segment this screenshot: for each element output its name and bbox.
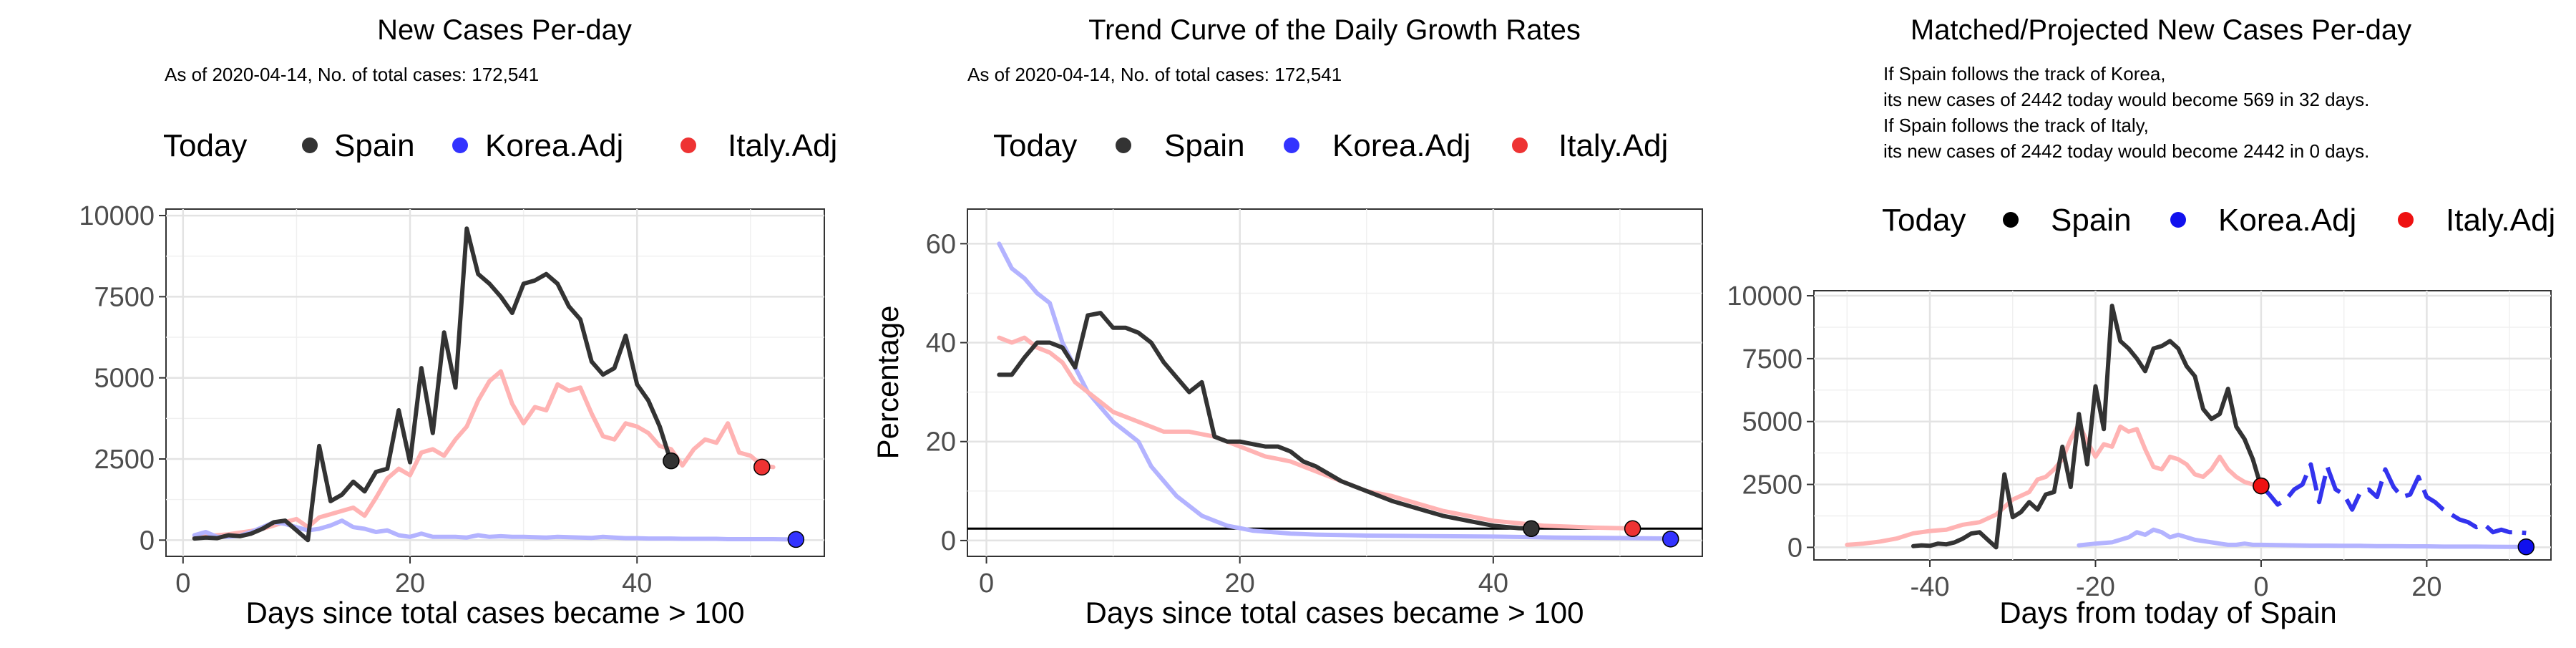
today-point-korea-adj [1662, 531, 1679, 548]
today-points [663, 452, 805, 548]
y-tick-label: 2500 [1742, 470, 1802, 500]
today-point-italy-adj [753, 458, 771, 476]
legend-title: Today [1882, 203, 1966, 238]
x-tick-label: -20 [2076, 572, 2115, 602]
chart-new-cases-per-day: New Cases Per-day As of 2020-04-14, No. … [79, 14, 837, 629]
series-line-italy-adj [997, 335, 1635, 531]
y-tick-label: 7500 [94, 282, 155, 312]
legend-label-korea: Korea.Adj [1332, 128, 1470, 163]
x-tick-label: 40 [1478, 569, 1508, 599]
legend-label-italy: Italy.Adj [2446, 203, 2555, 238]
legend-marker-spain [1116, 137, 1131, 153]
series-line-spain [192, 226, 673, 543]
chart-matched-projected: Matched/Projected New Cases Per-day If S… [1727, 14, 2555, 629]
legend-label-korea: Korea.Adj [485, 128, 623, 163]
y-tick-label: 60 [926, 229, 956, 259]
y-tick-label: 0 [1787, 533, 1802, 563]
legend-marker-korea [2170, 212, 2186, 228]
legend-marker-italy [1512, 137, 1528, 153]
chart-title: Matched/Projected New Cases Per-day [1911, 14, 2411, 46]
chart-growth-rates: Trend Curve of the Daily Growth Rates As… [871, 14, 1703, 629]
legend-marker-spain [2003, 212, 2019, 228]
x-tick-label: 20 [395, 569, 425, 599]
chart-subtitle: As of 2020-04-14, No. of total cases: 17… [967, 64, 1342, 85]
x-tick-label: 20 [1225, 569, 1255, 599]
x-axis-label: Days from today of Spain [1999, 596, 2337, 629]
today-points [1523, 520, 1679, 548]
today-point-spain [1523, 520, 1540, 538]
series-line-italy-adj [1845, 422, 2263, 547]
series-layer [997, 241, 1673, 541]
legend-label-spain: Spain [2051, 203, 2132, 238]
plot-area [967, 208, 1703, 557]
today-point-korea-adj [2517, 538, 2535, 556]
x-axis-label: Days since total cases became > 100 [1085, 596, 1584, 629]
legend-marker-italy [2398, 212, 2414, 228]
y-tick-label: 7500 [1742, 344, 1802, 374]
chart-subtitle-line-4: its new cases of 2442 today would become… [1883, 140, 2369, 162]
chart-subtitle: As of 2020-04-14, No. of total cases: 17… [165, 64, 539, 85]
x-tick-label: 40 [622, 569, 652, 599]
series-line-korea-adj [2077, 527, 2529, 549]
x-tick-label: 0 [979, 569, 994, 599]
legend-label-spain: Spain [1164, 128, 1245, 163]
y-tick-label: 20 [926, 427, 956, 458]
x-axis-label: Days since total cases became > 100 [246, 596, 745, 629]
legend-label-italy: Italy.Adj [1558, 128, 1668, 163]
chart-title: Trend Curve of the Daily Growth Rates [1088, 14, 1581, 46]
y-tick-label: 5000 [1742, 407, 1802, 437]
y-axis-label: Percentage [871, 306, 904, 460]
x-tick-label: 20 [2411, 572, 2441, 602]
today-point-italy-adj [2253, 477, 2270, 495]
legend-marker-korea [452, 137, 468, 153]
y-tick-label: 2500 [94, 445, 155, 475]
legend: Today Spain Korea.Adj Italy.Adj [993, 128, 1668, 163]
legend-title: Today [163, 128, 247, 163]
today-point-spain [663, 452, 680, 470]
y-tick-label: 10000 [1727, 281, 1802, 311]
legend-marker-korea [1284, 137, 1299, 153]
legend-label-spain: Spain [334, 128, 415, 163]
series-line-korea-adj-projected [2259, 462, 2527, 536]
legend-title: Today [993, 128, 1077, 163]
series-layer [1845, 304, 2529, 550]
x-tick-label: -40 [1911, 572, 1950, 602]
plot-area [165, 208, 825, 557]
y-tick-label: 5000 [94, 364, 155, 394]
y-tick-label: 0 [140, 526, 155, 556]
plot-area [1813, 290, 2552, 561]
today-point-korea-adj [787, 531, 805, 548]
y-tick-label: 10000 [79, 201, 155, 231]
legend: Today Spain Korea.Adj Italy.Adj [1882, 203, 2555, 238]
series-line-spain [997, 311, 1533, 531]
axis-ticks: 0 20 40 0 2500 5000 7500 10000 [79, 201, 652, 599]
y-tick-label: 0 [941, 526, 956, 556]
y-tick-label: 40 [926, 329, 956, 359]
legend: Today Spain Korea.Adj Italy.Adj [163, 128, 837, 163]
legend-marker-italy [680, 137, 696, 153]
gridlines [1814, 291, 2551, 560]
series-line-spain [1911, 304, 2263, 550]
chart-subtitle-line-3: If Spain follows the track of Italy, [1883, 115, 2149, 136]
legend-label-italy: Italy.Adj [728, 128, 837, 163]
axis-ticks: 0 20 40 0 20 40 60 [926, 229, 1508, 599]
x-tick-label: 0 [2253, 572, 2268, 602]
chart-title: New Cases Per-day [377, 14, 632, 46]
chart-subtitle-line-2: its new cases of 2442 today would become… [1883, 89, 2369, 110]
chart-subtitle-line-1: If Spain follows the track of Korea, [1883, 63, 2166, 84]
today-points [2253, 477, 2535, 556]
x-tick-label: 0 [175, 569, 190, 599]
legend-marker-spain [302, 137, 318, 153]
legend-label-korea: Korea.Adj [2218, 203, 2356, 238]
axis-ticks: -40 -20 0 20 0 2500 5000 7500 10000 [1727, 281, 2441, 602]
today-point-italy-adj [1624, 520, 1641, 538]
